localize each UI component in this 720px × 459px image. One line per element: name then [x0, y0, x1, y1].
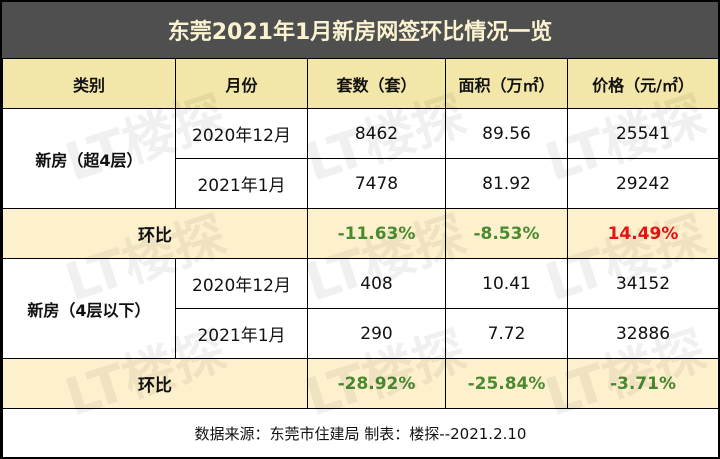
- price-cell: 25541: [567, 108, 719, 159]
- month-cell: 2021年1月: [175, 308, 308, 359]
- header-category: 类别: [2, 58, 176, 109]
- table-row: 2021年1月 7478 81.92 29242: [3, 158, 719, 209]
- ratio-price: -3.71%: [567, 358, 719, 409]
- header-month: 月份: [175, 58, 308, 109]
- table-row: 新房（4层以下） 2020年12月 408 10.41 34152: [2, 258, 719, 359]
- units-cell: 290: [307, 308, 446, 359]
- ratio-row: 环比 -11.63% -8.53% 14.49%: [2, 208, 719, 259]
- header-price: 价格（元/㎡）: [567, 58, 719, 109]
- table-row: 新房（超4层） 2020年12月 8462 89.56 25541: [2, 108, 719, 209]
- area-cell: 81.92: [445, 158, 568, 209]
- header-units: 套数（套）: [307, 58, 446, 109]
- month-cell: 2020年12月: [175, 258, 308, 309]
- footer-row: 数据来源：东莞市住建局 制表：楼探--2021.2.10: [2, 408, 719, 458]
- units-cell: 8462: [307, 108, 446, 159]
- price-cell: 29242: [567, 158, 719, 209]
- units-cell: 7478: [307, 158, 446, 209]
- month-cell: 2021年1月: [175, 158, 308, 209]
- ratio-units: -11.63%: [307, 208, 446, 259]
- month-cell: 2020年12月: [175, 108, 308, 159]
- ratio-area: -8.53%: [445, 208, 568, 259]
- ratio-label: 环比: [2, 358, 308, 409]
- header-row: 类别 月份 套数（套） 面积（万㎡） 价格（元/㎡）: [2, 58, 719, 109]
- category-cell: 新房（超4层）: [2, 108, 176, 209]
- category-cell: 新房（4层以下）: [2, 258, 176, 359]
- table-row: 2021年1月 290 7.72 32886: [3, 308, 719, 359]
- area-cell: 7.72: [445, 308, 568, 359]
- ratio-area: -25.84%: [445, 358, 568, 409]
- ratio-units: -28.92%: [307, 358, 446, 409]
- area-cell: 89.56: [445, 108, 568, 159]
- area-cell: 10.41: [445, 258, 568, 309]
- price-cell: 34152: [567, 258, 719, 309]
- ratio-price: 14.49%: [567, 208, 719, 259]
- price-cell: 32886: [567, 308, 719, 359]
- source-note: 数据来源：东莞市住建局 制表：楼探--2021.2.10: [2, 408, 719, 458]
- ratio-row: 环比 -28.92% -25.84% -3.71%: [2, 358, 719, 409]
- ratio-label: 环比: [2, 208, 308, 259]
- data-table: 类别 月份 套数（套） 面积（万㎡） 价格（元/㎡） 新房（超4层） 2020年…: [2, 58, 719, 458]
- units-cell: 408: [307, 258, 446, 309]
- table-title: 东莞2021年1月新房网签环比情况一览: [2, 2, 718, 58]
- header-area: 面积（万㎡）: [445, 58, 568, 109]
